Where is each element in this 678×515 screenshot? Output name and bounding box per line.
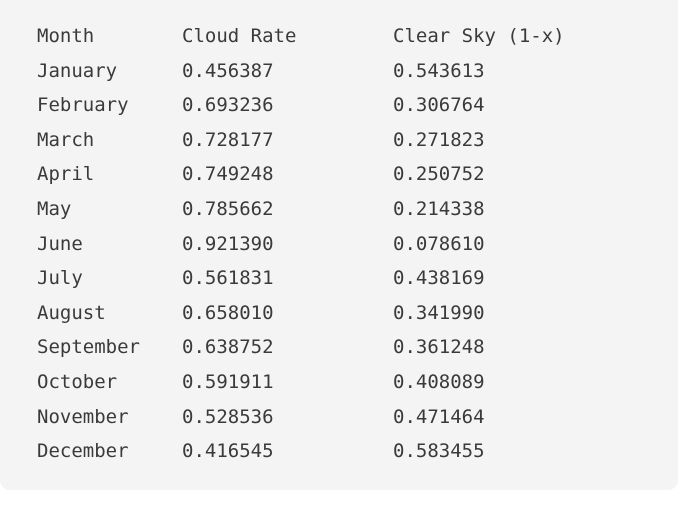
table-row: April 0.749248 0.250752 [37, 157, 678, 192]
table-row: February 0.693236 0.306764 [37, 88, 678, 123]
cloud-rate-cell: 0.658010 [182, 301, 274, 324]
cloud-rate-cell: 0.785662 [182, 197, 274, 220]
month-cell: October [37, 370, 118, 393]
clear-sky-cell: 0.214338 [393, 197, 485, 220]
clear-sky-cell: 0.341990 [393, 301, 485, 324]
cloud-rate-cell: 0.416545 [182, 440, 274, 463]
header-month: Month [37, 25, 95, 47]
table-row: November 0.528536 0.471464 [37, 400, 678, 435]
cloud-rate-cell: 0.693236 [182, 94, 274, 117]
table-row: September 0.638752 0.361248 [37, 330, 678, 365]
table-row: May 0.785662 0.214338 [37, 192, 678, 227]
clear-sky-cell: 0.271823 [393, 128, 485, 151]
cloud-rate-cell: 0.749248 [182, 163, 274, 186]
month-cell: November [37, 405, 129, 428]
month-cell: September [37, 336, 140, 359]
month-cell: December [37, 440, 129, 463]
table-body: January 0.456387 0.543613 February 0.693236 0… [37, 54, 678, 469]
table-row: June 0.921390 0.078610 [37, 227, 678, 262]
clear-sky-cell: 0.250752 [393, 163, 485, 186]
header-clear-sky: Clear Sky (1-x) [393, 25, 565, 47]
clear-sky-cell: 0.543613 [393, 59, 485, 82]
cloud-rate-cell: 0.528536 [182, 405, 274, 428]
cloud-rate-cell: 0.638752 [182, 336, 274, 359]
clear-sky-cell: 0.408089 [393, 370, 485, 393]
table-header-row: Month Cloud Rate Clear Sky (1-x) [37, 19, 678, 54]
month-cell: April [37, 163, 95, 186]
table-row: January 0.456387 0.543613 [37, 54, 678, 89]
cloud-rate-cell: 0.591911 [182, 370, 274, 393]
table-row: March 0.728177 0.271823 [37, 123, 678, 158]
table-row: August 0.658010 0.341990 [37, 296, 678, 331]
clear-sky-cell: 0.306764 [393, 94, 485, 117]
clear-sky-cell: 0.471464 [393, 405, 485, 428]
table-row: July 0.561831 0.438169 [37, 261, 678, 296]
clear-sky-cell: 0.583455 [393, 440, 485, 463]
clear-sky-cell: 0.078610 [393, 232, 485, 255]
month-cell: March [37, 128, 95, 151]
month-cell: January [37, 59, 118, 82]
header-cloud-rate: Cloud Rate [182, 25, 297, 47]
cloud-rate-cell: 0.728177 [182, 128, 274, 151]
month-cell: February [37, 94, 129, 117]
clear-sky-cell: 0.361248 [393, 336, 485, 359]
month-cell: May [37, 197, 72, 220]
cloud-rate-cell: 0.561831 [182, 267, 274, 290]
month-cell: July [37, 267, 83, 290]
code-output-block: Month Cloud Rate Clear Sky (1-x) January… [0, 0, 678, 490]
cloud-rate-cell: 0.921390 [182, 232, 274, 255]
month-cell: June [37, 232, 83, 255]
clear-sky-cell: 0.438169 [393, 267, 485, 290]
month-cell: August [37, 301, 106, 324]
table-row: December 0.416545 0.583455 [37, 434, 678, 469]
cloud-rate-cell: 0.456387 [182, 59, 274, 82]
table-row: October 0.591911 0.408089 [37, 365, 678, 400]
